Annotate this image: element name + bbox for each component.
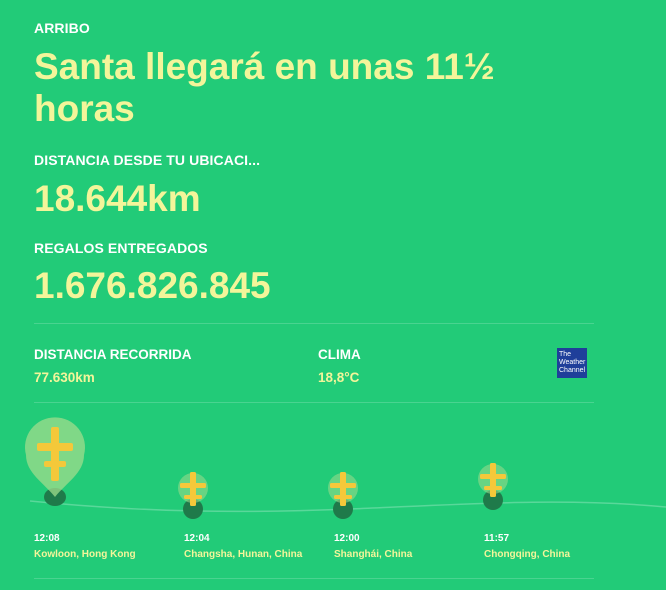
present-icon bbox=[180, 472, 206, 506]
stop-time-1: 12:08 bbox=[34, 533, 60, 544]
traveled-value: 77.630km bbox=[34, 370, 95, 385]
weather-logo-line2: Weather bbox=[559, 359, 586, 366]
stop-marker-shanghai[interactable] bbox=[328, 472, 358, 519]
stop-marker-changsha[interactable] bbox=[178, 472, 208, 519]
distance-from-you-value: 18.644km bbox=[34, 178, 201, 219]
stop-city-3: Shanghái, China bbox=[334, 549, 413, 560]
arrival-title: Santa llegará en unas 11½ horas bbox=[34, 46, 495, 129]
stop-city-4: Chongqing, China bbox=[484, 549, 571, 560]
current-location-marker[interactable] bbox=[24, 417, 85, 506]
route-track bbox=[24, 417, 666, 519]
present-icon bbox=[37, 427, 73, 481]
weather-channel-logo[interactable]: The Weather Channel bbox=[557, 348, 587, 378]
weather-value: 18,8°C bbox=[318, 370, 360, 385]
traveled-label: DISTANCIA RECORRIDA bbox=[34, 347, 192, 362]
divider-bottom bbox=[34, 578, 594, 579]
stop-time-3: 12:00 bbox=[334, 533, 360, 544]
distance-from-you-label: DISTANCIA DESDE TU UBICACI... bbox=[34, 152, 261, 168]
divider-top bbox=[34, 323, 594, 324]
divider-middle bbox=[34, 402, 594, 403]
weather-label: CLIMA bbox=[318, 347, 361, 362]
gifts-value: 1.676.826.845 bbox=[34, 265, 271, 306]
stop-marker-chongqing[interactable] bbox=[478, 463, 508, 510]
weather-logo-line3: Channel bbox=[559, 367, 586, 374]
stop-city-2: Changsha, Hunan, China bbox=[184, 549, 303, 560]
weather-logo-line1: The bbox=[559, 351, 572, 358]
stop-time-4: 11:57 bbox=[484, 533, 510, 544]
gifts-label: REGALOS ENTREGADOS bbox=[34, 240, 208, 256]
present-icon bbox=[330, 472, 356, 506]
stop-city-1: Kowloon, Hong Kong bbox=[34, 549, 136, 560]
stop-time-2: 12:04 bbox=[184, 533, 210, 544]
arrival-label: ARRIBO bbox=[34, 20, 90, 36]
present-icon bbox=[480, 463, 506, 497]
